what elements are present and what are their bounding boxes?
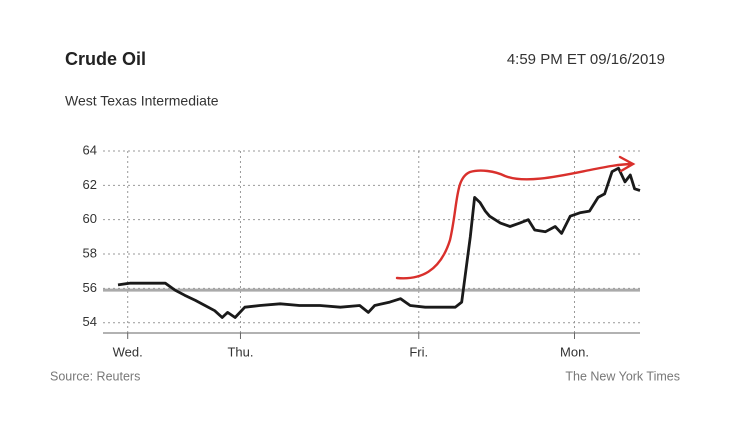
y-tick-label: 60 xyxy=(83,211,97,226)
x-tick-label: Thu. xyxy=(227,344,253,359)
source: Source: Reuters xyxy=(50,369,140,383)
x-tick-label: Mon. xyxy=(560,344,589,359)
y-tick-label: 54 xyxy=(83,314,97,329)
hand-drawn-arrow xyxy=(395,155,636,280)
credit: The New York Times xyxy=(565,369,680,383)
price-line xyxy=(117,166,641,319)
y-tick-label: 64 xyxy=(83,142,97,157)
x-tick-label: Fri. xyxy=(409,344,428,359)
chart-title: Crude Oil xyxy=(65,49,146,69)
timestamp: 4:59 PM ET 09/16/2019 xyxy=(507,51,665,68)
plot-area: 54 56 58 60 62 64 Wed. Thu. Fri. Mon. xyxy=(83,142,641,359)
y-tick-label: 56 xyxy=(83,280,97,295)
x-tick-label: Wed. xyxy=(113,344,143,359)
subtitle: West Texas Intermediate xyxy=(65,93,219,109)
y-tick-label: 62 xyxy=(83,177,97,192)
y-tick-label: 58 xyxy=(83,245,97,260)
